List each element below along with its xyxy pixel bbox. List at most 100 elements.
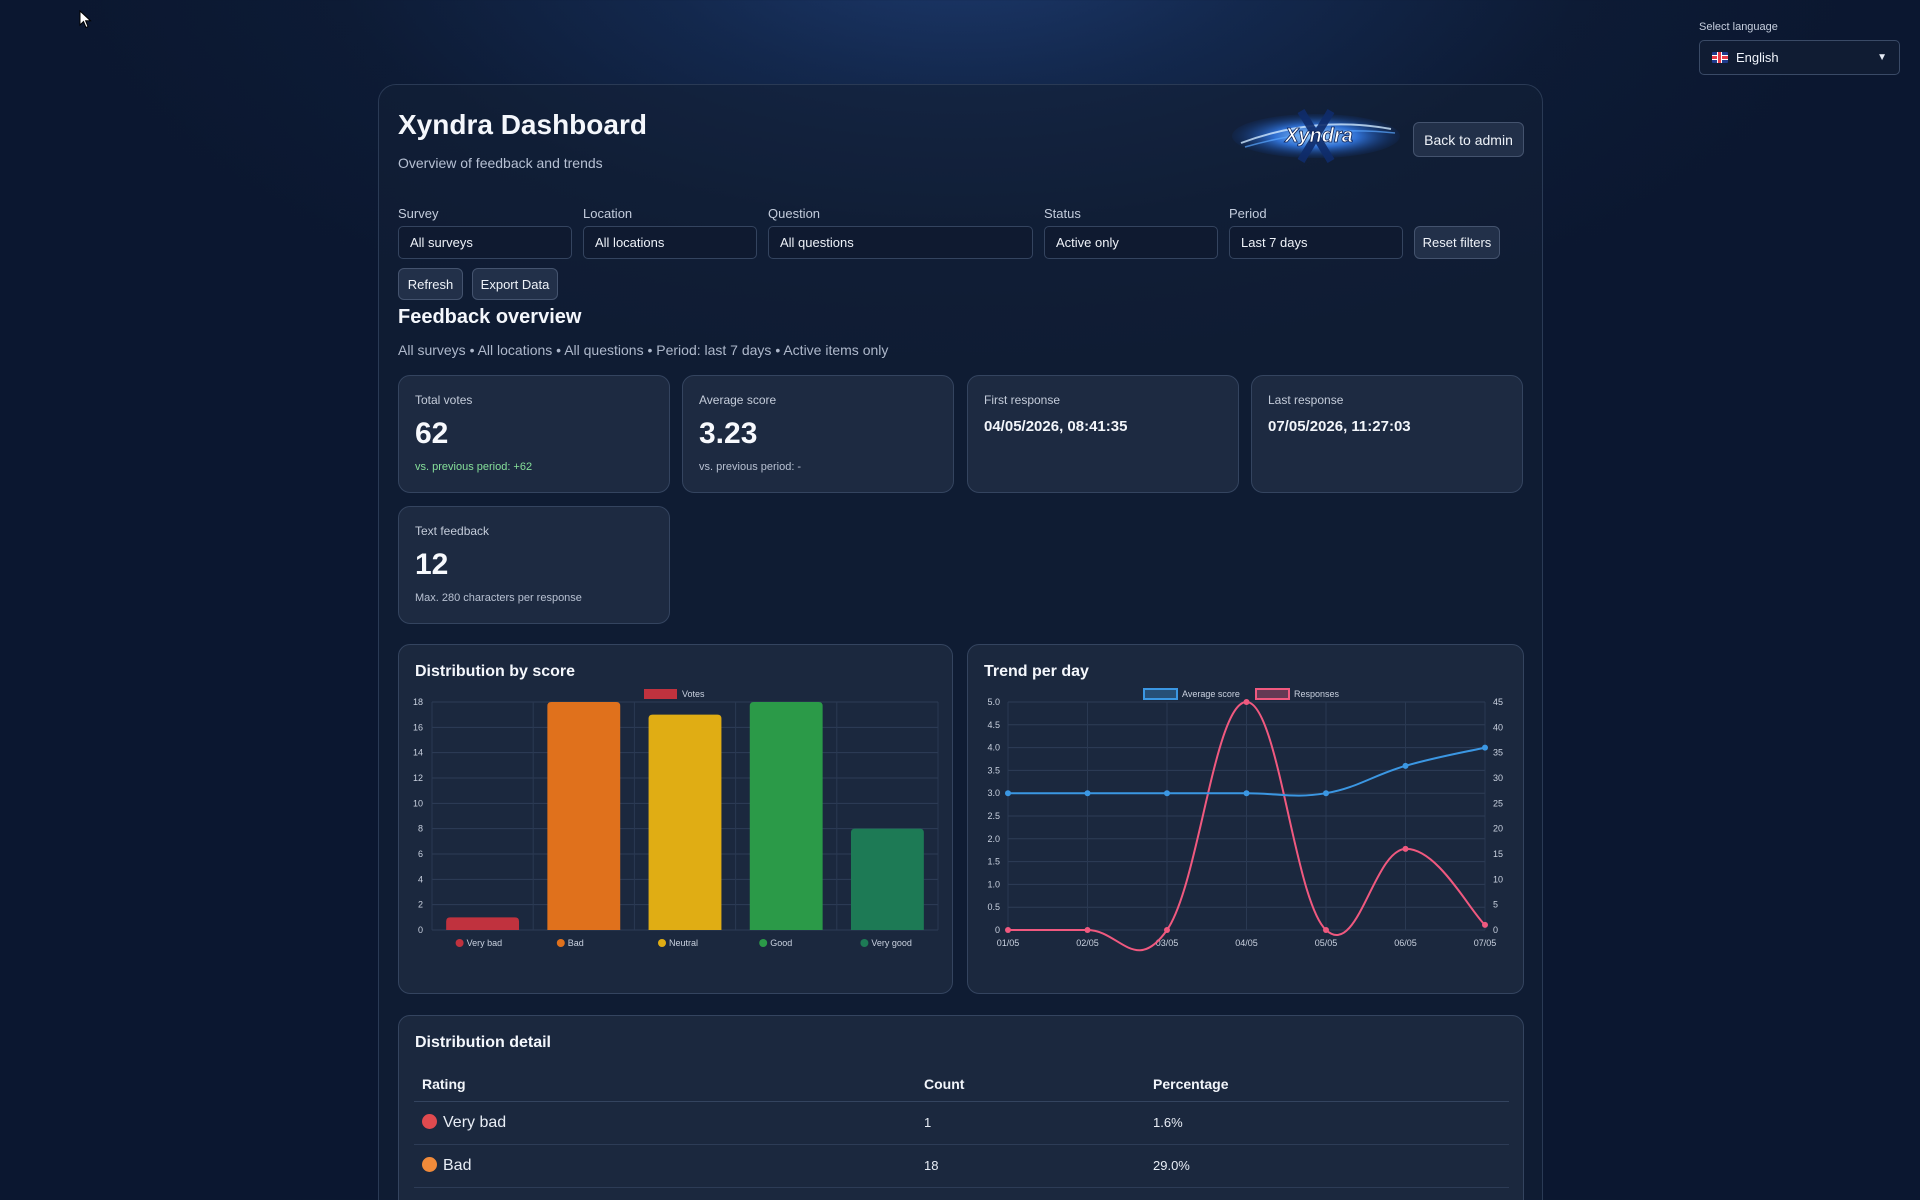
status-filter-select[interactable]: Active only xyxy=(1044,226,1218,259)
y-tick-label: 16 xyxy=(413,722,423,732)
bar-neutral xyxy=(648,714,722,930)
distribution-chart-title: Distribution by score xyxy=(415,663,576,680)
y-left-tick-label: 3.5 xyxy=(987,765,1000,775)
legend-swatch xyxy=(644,689,677,699)
trend-chart-title: Trend per day xyxy=(984,663,1089,680)
location-filter-select[interactable]: All locations xyxy=(583,226,757,259)
average-score-label: Average score xyxy=(699,393,777,407)
y-right-tick-label: 0 xyxy=(1493,925,1498,935)
reset-filters-button[interactable]: Reset filters xyxy=(1414,226,1500,259)
table-header-row: Rating Count Percentage xyxy=(414,1068,1509,1102)
average-score-note: vs. previous period: - xyxy=(699,461,802,473)
distribution-bar-chart: 0 2 4 6 8 10 12 14 16 18 Votes Very bad Bad Neutral Go… xyxy=(413,689,939,948)
location-filter-label: Location xyxy=(583,206,633,221)
legend-swatch-average xyxy=(1143,688,1178,700)
responses-line xyxy=(1008,700,1486,952)
y-tick-label: 6 xyxy=(418,849,423,859)
bar-very-good xyxy=(850,828,924,930)
page-title: Xyndra Dashboard xyxy=(398,109,647,140)
bad-emoji-icon xyxy=(422,1156,437,1172)
average-score-point xyxy=(1084,790,1091,797)
emoji-icon xyxy=(556,939,565,947)
y-left-tick-label: 4.0 xyxy=(987,743,1000,753)
very-bad-emoji-icon xyxy=(422,1113,437,1129)
status-filter-label: Status xyxy=(1044,206,1081,221)
x-tick-label: 03/05 xyxy=(1156,938,1179,948)
x-tick-label: 04/05 xyxy=(1235,938,1258,948)
distribution-detail-card: Distribution detail Rating Count Percent… xyxy=(398,1015,1524,1200)
y-left-tick-label: 4.5 xyxy=(987,720,1000,730)
y-left-tick-label: 2.5 xyxy=(987,811,1000,821)
y-right-tick-label: 45 xyxy=(1493,697,1503,707)
table-row: Very bad 1 1.6% xyxy=(414,1101,1509,1145)
y-left-tick-label: 3.0 xyxy=(987,788,1000,798)
count-column-header: Count xyxy=(916,1068,1145,1102)
export-data-button[interactable]: Export Data xyxy=(472,268,558,300)
y-tick-label: 0 xyxy=(418,925,423,935)
question-filter-label: Question xyxy=(768,206,821,221)
x-tick-label: 05/05 xyxy=(1315,938,1338,948)
y-tick-label: 4 xyxy=(418,874,423,884)
dashboard-panel: Xyndra Dashboard Overview of feedback an… xyxy=(378,84,1543,1200)
refresh-button[interactable]: Refresh xyxy=(398,268,463,300)
x-tick-label: 02/05 xyxy=(1076,938,1099,948)
x-tick-label: 06/05 xyxy=(1394,938,1417,948)
y-right-tick-label: 25 xyxy=(1493,798,1503,808)
question-filter-select[interactable]: All questions xyxy=(768,226,1033,259)
chevron-down-icon: ▼ xyxy=(1877,52,1887,63)
y-left-tick-label: 1.0 xyxy=(987,879,1000,889)
average-score-value: 3.23 xyxy=(699,417,758,450)
percentage-cell: 29.0% xyxy=(1145,1144,1509,1188)
average-score-point xyxy=(1323,790,1329,797)
responses-point xyxy=(1164,927,1170,933)
mouse-cursor-icon xyxy=(79,10,92,29)
trend-line-chart: 0 0.5 1.0 1.5 2.0 2.5 3.0 3.5 4.0 4.5 5.0 0 5 10 15 20 2… xyxy=(987,688,1503,952)
language-label: Select language xyxy=(1699,21,1778,33)
distribution-detail-table: Rating Count Percentage Very bad 1 1.6% … xyxy=(414,1068,1509,1188)
uk-flag-icon xyxy=(1712,52,1728,63)
responses-point xyxy=(1402,845,1409,852)
x-tick-label: Neutral xyxy=(669,938,698,948)
back-to-admin-button[interactable]: Back to admin xyxy=(1413,122,1524,157)
trend-chart-card: Trend per day 0 0.5 1.0 1.5 2.0 2.5 3.0 3.5 4.0 4… xyxy=(967,644,1524,994)
emoji-icon xyxy=(860,939,869,947)
average-score-card: Average score 3.23 vs. previous period: … xyxy=(682,375,954,493)
y-left-tick-label: 0 xyxy=(995,925,1000,935)
count-cell: 18 xyxy=(916,1144,1145,1188)
percentage-column-header: Percentage xyxy=(1145,1068,1509,1102)
y-tick-label: 10 xyxy=(413,798,423,808)
period-filter-select[interactable]: Last 7 days xyxy=(1229,226,1403,259)
responses-point xyxy=(1084,927,1091,933)
page-subtitle: Overview of feedback and trends xyxy=(398,155,603,171)
x-tick-label: 07/05 xyxy=(1474,938,1497,948)
x-tick-label: Bad xyxy=(568,938,584,948)
language-select[interactable]: English ▼ xyxy=(1699,40,1900,75)
x-tick-label: Very bad xyxy=(467,938,503,948)
y-left-tick-label: 5.0 xyxy=(987,697,1000,707)
y-tick-label: 14 xyxy=(413,748,423,758)
bar-good xyxy=(749,702,823,930)
responses-point xyxy=(1323,927,1329,933)
rating-cell: Bad xyxy=(414,1144,916,1188)
emoji-icon xyxy=(759,939,768,947)
survey-filter-select[interactable]: All surveys xyxy=(398,226,572,259)
language-selector: Select language English ▼ xyxy=(1699,21,1900,75)
distribution-chart-card: Distribution by score 0 2 4 6 8 10 12 14 16 18 Vot… xyxy=(398,644,953,994)
language-value: English xyxy=(1736,50,1779,65)
text-feedback-label: Text feedback xyxy=(415,524,490,538)
responses-point xyxy=(1005,927,1011,933)
survey-filter-label: Survey xyxy=(398,206,439,221)
y-tick-label: 2 xyxy=(418,900,423,910)
average-score-point xyxy=(1243,790,1250,797)
period-filter-label: Period xyxy=(1229,206,1267,221)
y-left-tick-label: 1.5 xyxy=(987,857,1000,867)
rating-column-header: Rating xyxy=(414,1068,916,1102)
bar-bad xyxy=(547,702,621,930)
x-tick-label: 01/05 xyxy=(997,938,1020,948)
rating-label: Bad xyxy=(443,1156,472,1174)
average-score-point xyxy=(1482,744,1488,751)
feedback-overview-title: Feedback overview xyxy=(398,306,582,328)
total-votes-note: vs. previous period: +62 xyxy=(415,461,533,473)
text-feedback-value: 12 xyxy=(415,548,449,581)
y-tick-label: 8 xyxy=(418,824,423,834)
